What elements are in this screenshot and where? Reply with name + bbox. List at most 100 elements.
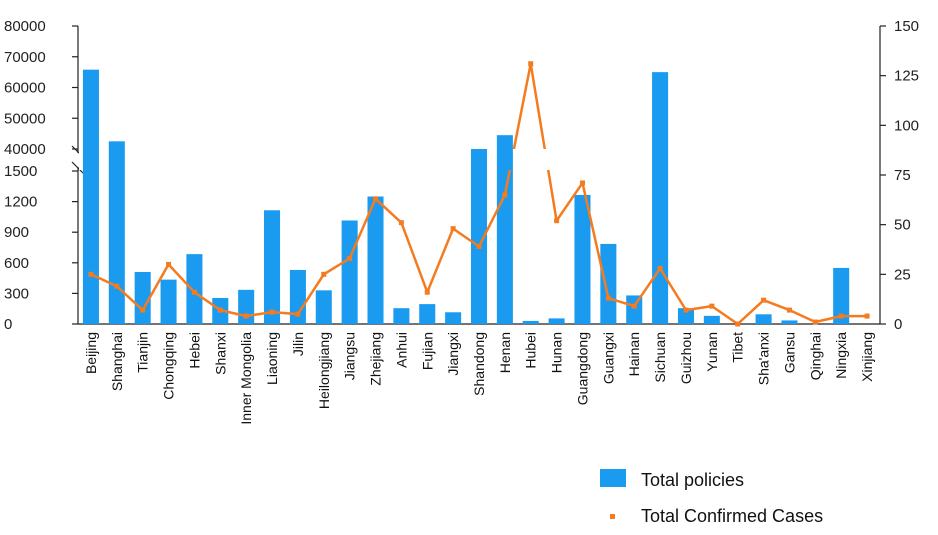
- bar-jiangxi: [445, 312, 462, 324]
- cases-point: [191, 289, 197, 295]
- category-label: Hunan: [549, 332, 565, 373]
- category-label: Jiangxi: [445, 332, 461, 376]
- bar-break-fill: [496, 149, 513, 170]
- bar-zhejiang: [367, 196, 384, 324]
- legend-swatch-policies: [600, 469, 626, 487]
- bar-break-fill: [652, 149, 669, 170]
- cases-point: [269, 309, 275, 315]
- legend-label-cases: Total Confirmed Cases: [641, 506, 823, 526]
- labels-layer: 0300600900120015004000050000600007000080…: [4, 18, 919, 425]
- cases-point: [243, 313, 249, 319]
- right-tick-label: 75: [894, 167, 911, 184]
- cases-point: [838, 313, 844, 319]
- cases-point: [786, 307, 792, 313]
- left-tick-label: 600: [4, 255, 29, 272]
- left-tick-label: 0: [4, 316, 12, 333]
- category-label: Guizhou: [678, 332, 694, 384]
- legend-swatch-cases: [610, 514, 615, 519]
- category-label: Jiangsu: [342, 332, 358, 380]
- category-label: Sichuan: [652, 332, 668, 383]
- cases-point: [373, 196, 379, 202]
- cases-point: [88, 271, 94, 277]
- bar-inner-mongolia: [238, 289, 255, 324]
- cases-point: [217, 307, 223, 313]
- bar-chongqing: [160, 279, 177, 324]
- legend: Total policies Total Confirmed Cases: [600, 469, 823, 526]
- cases-point: [554, 218, 560, 224]
- bar-heilongjiang: [315, 290, 332, 324]
- cases-point: [812, 319, 818, 325]
- category-label: Qinghai: [807, 332, 823, 380]
- bar-hebei: [186, 254, 203, 324]
- category-label: Shanxi: [212, 332, 228, 375]
- cases-point: [605, 295, 611, 301]
- bar-shandong: [470, 152, 488, 324]
- legend-label-policies: Total policies: [641, 470, 744, 490]
- category-label: Guangxi: [600, 332, 616, 384]
- category-label: Henan: [497, 332, 513, 373]
- category-label: Guangdong: [574, 332, 590, 405]
- cases-point: [450, 226, 456, 232]
- left-tick-label: 50000: [4, 110, 46, 127]
- category-label: Fujian: [419, 332, 435, 370]
- right-tick-label: 25: [894, 266, 911, 283]
- cases-point: [502, 192, 508, 198]
- right-tick-label: 125: [894, 68, 919, 85]
- bars-layer: [82, 69, 850, 324]
- bar-hainan: [626, 295, 643, 324]
- cases-point: [579, 180, 585, 186]
- bar-anhui: [393, 308, 410, 324]
- bar-break-fill: [108, 149, 125, 170]
- category-label: Shandong: [471, 332, 487, 396]
- category-label: Tibet: [730, 332, 746, 363]
- category-label: Hainan: [626, 332, 642, 376]
- cases-point: [166, 261, 172, 267]
- bar-hubei: [522, 320, 539, 324]
- left-tick-label: 70000: [4, 49, 46, 66]
- category-label: Tianjin: [135, 332, 151, 373]
- category-label: Ningxia: [833, 332, 849, 379]
- cases-point: [321, 271, 327, 277]
- category-label: Inner Mongolia: [238, 332, 254, 425]
- cases-point: [709, 303, 715, 309]
- cases-point: [735, 321, 741, 327]
- cases-point: [476, 244, 482, 250]
- bar-fujian: [419, 304, 436, 324]
- category-label: Yunan: [704, 332, 720, 372]
- category-label: Heilongjiang: [316, 332, 332, 409]
- left-tick-label: 900: [4, 224, 29, 241]
- category-label: Beijing: [83, 332, 99, 374]
- bar-tianjin: [134, 271, 151, 324]
- bar-guangxi: [600, 243, 617, 324]
- bar-hunan: [548, 318, 565, 324]
- axis-break-mark: [71, 161, 85, 175]
- right-tick-label: 100: [894, 117, 919, 134]
- cases-point: [424, 289, 430, 295]
- right-tick-label: 0: [894, 316, 902, 333]
- left-tick-label: 300: [4, 285, 29, 302]
- cases-point: [657, 265, 663, 271]
- category-label: Anhui: [393, 332, 409, 368]
- category-label: Hebei: [186, 332, 202, 369]
- bar-ningxia: [833, 267, 850, 324]
- bar-break-fill: [470, 149, 488, 170]
- cases-point: [140, 307, 146, 313]
- bar-jiangsu: [341, 220, 358, 324]
- cases-point: [631, 303, 637, 309]
- cases-point: [398, 220, 404, 226]
- right-tick-label: 50: [894, 217, 911, 234]
- bar-liaoning: [264, 210, 281, 324]
- bar-gansu: [781, 320, 798, 324]
- category-label: Jilin: [290, 332, 306, 356]
- cases-point: [864, 313, 870, 319]
- cases-point: [761, 297, 767, 303]
- left-tick-label: 80000: [4, 18, 46, 35]
- right-tick-label: 150: [894, 18, 919, 35]
- cases-point: [114, 283, 120, 289]
- cases-point: [683, 307, 689, 313]
- left-tick-label: 40000: [4, 141, 46, 158]
- cases-point: [295, 311, 301, 317]
- bar-shanghai: [108, 141, 125, 324]
- cases-point: [347, 255, 353, 261]
